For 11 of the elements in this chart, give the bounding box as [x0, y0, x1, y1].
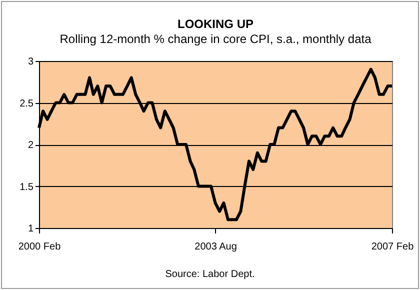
y-tick-label: 1: [28, 224, 34, 234]
x-tick-label: 2003 Aug: [194, 242, 237, 252]
y-tick-label: 1.5: [20, 182, 34, 193]
chart-title: LOOKING UP: [177, 17, 254, 31]
y-tick-label: 2: [28, 140, 34, 151]
x-tick-label: 2000 Feb: [18, 242, 62, 252]
y-tick-label: 2.5: [20, 98, 34, 110]
chart-subtitle: Rolling 12-month % change in core CPI, s.a., monthly data: [60, 32, 372, 46]
y-tick-label: 3: [28, 56, 34, 68]
source-note: Source: Labor Dept.: [164, 269, 256, 280]
x-tick-label: 2007 Feb: [371, 242, 414, 252]
